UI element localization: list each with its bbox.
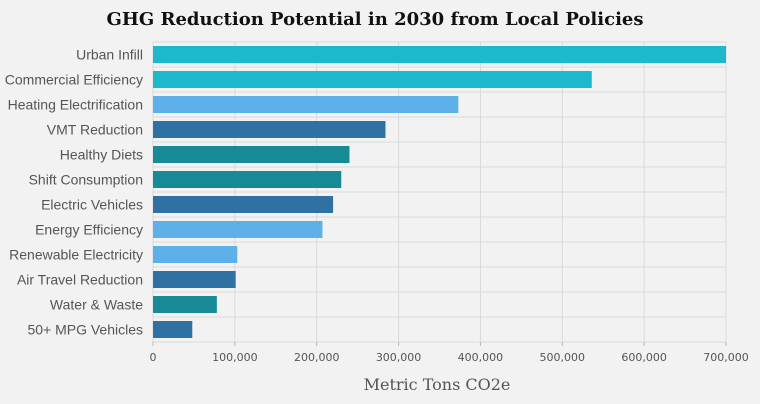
- x-tick-label: 100,000: [212, 351, 258, 364]
- bar: [153, 221, 323, 238]
- category-label: Heating Electrification: [8, 97, 143, 113]
- category-label: Renewable Electricity: [9, 247, 143, 263]
- x-tick-label: 200,000: [294, 351, 340, 364]
- bar: [153, 71, 592, 88]
- category-label: Water & Waste: [50, 297, 143, 313]
- gridlines: [152, 41, 727, 343]
- bar: [153, 171, 342, 188]
- x-tick-label: 300,000: [376, 351, 422, 364]
- category-label: Commercial Efficiency: [5, 72, 143, 88]
- bar: [153, 96, 459, 113]
- bar: [153, 121, 386, 138]
- bar: [153, 271, 236, 288]
- x-tick-label: 400,000: [458, 351, 504, 364]
- category-label: VMT Reduction: [47, 122, 143, 138]
- x-tick-label: 500,000: [540, 351, 586, 364]
- x-axis-ticks: 0 100,000 200,000 300,000 400,000 500,000 600,…: [150, 342, 749, 364]
- category-label: Air Travel Reduction: [17, 272, 143, 288]
- bar: [153, 246, 238, 263]
- x-axis-label: Metric Tons CO2e: [364, 375, 511, 394]
- category-label: 50+ MPG Vehicles: [27, 322, 143, 338]
- x-tick-label: 700,000: [703, 351, 749, 364]
- category-label: Urban Infill: [76, 47, 143, 63]
- category-labels: Urban Infill Commercial Efficiency Heating…: [5, 47, 143, 338]
- bar: [153, 196, 334, 213]
- category-label: Healthy Diets: [60, 147, 143, 163]
- category-label: Electric Vehicles: [41, 197, 143, 213]
- bars: [153, 46, 726, 338]
- bar: [153, 146, 350, 163]
- category-label: Shift Consumption: [29, 172, 143, 188]
- x-tick-label: 600,000: [621, 351, 667, 364]
- bar: [153, 296, 217, 313]
- x-tick-label: 0: [150, 351, 157, 364]
- category-label: Energy Efficiency: [35, 222, 143, 238]
- bar: [153, 321, 193, 338]
- bar: [153, 46, 726, 63]
- chart-title: GHG Reduction Potential in 2030 from Loc…: [106, 9, 643, 30]
